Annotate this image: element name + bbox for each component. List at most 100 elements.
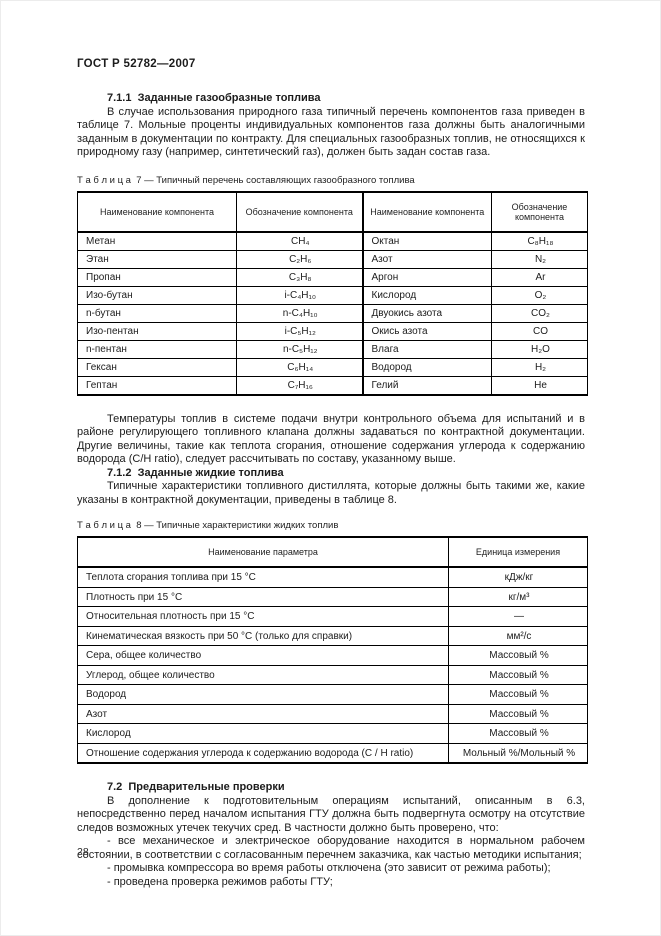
- component-name-cell: Изо-бутан: [77, 285, 237, 305]
- component-symbol-cell: C₈H₁₈: [491, 231, 588, 251]
- component-name-cell: Гелий: [362, 375, 492, 395]
- component-name-cell: Окись азота: [362, 321, 492, 341]
- table7-row: n-пентан n-C₅H₁₂ Влага H₂O: [77, 339, 588, 359]
- component-symbol-cell: CO₂: [491, 303, 588, 323]
- checklist-item: - промывка компрессора во время работы о…: [107, 862, 551, 874]
- table8-row: Отношение содержания углерода к содержан…: [77, 742, 588, 764]
- component-name-cell: Азот: [362, 249, 492, 269]
- component-name-cell: n-бутан: [77, 303, 237, 323]
- component-name-cell: Кислород: [362, 285, 492, 305]
- checklist-item: - все механическое и электрическое обору…: [77, 835, 585, 861]
- page-number: 28: [77, 846, 89, 858]
- unit-cell: мм²/с: [448, 625, 588, 646]
- component-name-cell: Аргон: [362, 267, 492, 287]
- unit-cell: Мольный %/Мольный %: [448, 742, 588, 764]
- table7-row: Гептан C₇H₁₆ Гелий He: [77, 375, 588, 395]
- component-symbol-cell: CO: [491, 321, 588, 341]
- unit-cell: Массовый %: [448, 723, 588, 744]
- table8-row: Кислород Массовый %: [77, 723, 588, 744]
- section-712-heading: 7.1.2 Заданные жидкие топлива: [107, 466, 284, 479]
- parameter-name-cell: Относительная плотность при 15 °C: [77, 606, 449, 627]
- table7-col-header-symbol-left: Обозначение компонента: [236, 191, 364, 233]
- table7-row: Этан C₂H₆ Азот N₂: [77, 249, 588, 269]
- unit-cell: Массовый %: [448, 703, 588, 724]
- section-712-paragraph: Типичные характеристики топливного дисти…: [77, 480, 585, 506]
- table8-row: Азот Массовый %: [77, 703, 588, 724]
- table7-col-header-symbol-right: Обозначение компонента: [491, 191, 588, 233]
- unit-cell: Массовый %: [448, 645, 588, 666]
- unit-cell: —: [448, 606, 588, 627]
- table8-liquid-fuel-characteristics: Наименование параметра Единица измерения…: [77, 536, 588, 764]
- component-symbol-cell: H₂O: [491, 339, 588, 359]
- section-72-paragraph: В дополнение к подготовительным операция…: [77, 794, 585, 834]
- component-symbol-cell: i-C₄H₁₀: [236, 285, 364, 305]
- table7-row: Пропан C₃H₈ Аргон Ar: [77, 267, 588, 287]
- table7-row: n-бутан n-C₄H₁₀ Двуокись азота CO₂: [77, 303, 588, 323]
- component-name-cell: Двуокись азота: [362, 303, 492, 323]
- table7-row: Изо-бутан i-C₄H₁₀ Кислород O₂: [77, 285, 588, 305]
- table8-col-header-unit: Единица измерения: [448, 536, 588, 568]
- component-symbol-cell: C₆H₁₄: [236, 357, 364, 377]
- table8-row: Кинематическая вязкость при 50 °C (тольк…: [77, 625, 588, 646]
- unit-cell: Массовый %: [448, 684, 588, 705]
- parameter-name-cell: Плотность при 15 °C: [77, 586, 449, 607]
- component-name-cell: Водород: [362, 357, 492, 377]
- table7-caption: Т а б л и ц а 7 — Типичный перечень сост…: [77, 174, 415, 186]
- table7-row: Изо-пентан i-C₅H₁₂ Окись азота CO: [77, 321, 588, 341]
- component-name-cell: Октан: [362, 231, 492, 251]
- parameter-name-cell: Теплота сгорания топлива при 15 °C: [77, 566, 449, 588]
- component-name-cell: Влага: [362, 339, 492, 359]
- unit-cell: кг/м³: [448, 586, 588, 607]
- component-symbol-cell: Ar: [491, 267, 588, 287]
- table7-gas-components: Наименование компонента Обозначение комп…: [77, 190, 588, 396]
- table8-caption: Т а б л и ц а 8 — Типичные характеристик…: [77, 520, 339, 531]
- table8-row: Плотность при 15 °C кг/м³: [77, 586, 588, 607]
- component-symbol-cell: C₇H₁₆: [236, 375, 364, 395]
- component-symbol-cell: n-C₄H₁₀: [236, 303, 364, 323]
- section-711-paragraph: В случае использования природного газа т…: [77, 105, 585, 159]
- table7-row: Гексан C₆H₁₄ Водород H₂: [77, 357, 588, 377]
- fuel-temperature-paragraph: Температуры топлив в системе подачи внут…: [77, 412, 585, 466]
- component-symbol-cell: He: [491, 375, 588, 395]
- component-name-cell: n-пентан: [77, 339, 237, 359]
- table8-row: Углерод, общее количество Массовый %: [77, 664, 588, 685]
- component-name-cell: Метан: [77, 231, 237, 251]
- component-symbol-cell: CH₄: [236, 231, 364, 251]
- parameter-name-cell: Отношение содержания углерода к содержан…: [77, 742, 449, 764]
- table8-row: Относительная плотность при 15 °C —: [77, 606, 588, 627]
- section-72-heading: 7.2 Предварительные проверки: [107, 781, 285, 793]
- table7-header-row: Наименование компонента Обозначение комп…: [77, 191, 588, 233]
- component-name-cell: Гексан: [77, 357, 237, 377]
- parameter-name-cell: Углерод, общее количество: [77, 664, 449, 685]
- component-symbol-cell: n-C₅H₁₂: [236, 339, 364, 359]
- table7-col-header-name-left: Наименование компонента: [77, 191, 237, 233]
- table7-col-header-name-right: Наименование компонента: [362, 191, 492, 233]
- component-symbol-cell: O₂: [491, 285, 588, 305]
- parameter-name-cell: Азот: [77, 703, 449, 724]
- component-symbol-cell: i-C₅H₁₂: [236, 321, 364, 341]
- table8-row: Теплота сгорания топлива при 15 °C кДж/к…: [77, 566, 588, 588]
- component-symbol-cell: N₂: [491, 249, 588, 269]
- component-symbol-cell: C₃H₈: [236, 267, 364, 287]
- parameter-name-cell: Кислород: [77, 723, 449, 744]
- section-72-checklist: - все механическое и электрическое обору…: [77, 835, 585, 889]
- parameter-name-cell: Кинематическая вязкость при 50 °C (тольк…: [77, 625, 449, 646]
- component-name-cell: Гептан: [77, 375, 237, 395]
- table8-row: Водород Массовый %: [77, 684, 588, 705]
- component-symbol-cell: H₂: [491, 357, 588, 377]
- component-symbol-cell: C₂H₆: [236, 249, 364, 269]
- checklist-item: - проведена проверка режимов работы ГТУ;: [107, 875, 333, 888]
- component-name-cell: Изо-пентан: [77, 321, 237, 341]
- table8-col-header-parameter: Наименование параметра: [77, 536, 449, 568]
- unit-cell: Массовый %: [448, 664, 588, 685]
- parameter-name-cell: Сера, общее количество: [77, 645, 449, 666]
- parameter-name-cell: Водород: [77, 684, 449, 705]
- table8-row: Сера, общее количество Массовый %: [77, 645, 588, 666]
- table8-header-row: Наименование параметра Единица измерения: [77, 536, 588, 568]
- component-name-cell: Пропан: [77, 267, 237, 287]
- document-code: ГОСТ Р 52782—2007: [77, 58, 196, 70]
- component-name-cell: Этан: [77, 249, 237, 269]
- section-711-heading: 7.1.1 Заданные газообразные топлива: [107, 92, 321, 104]
- table7-row: Метан CH₄ Октан C₈H₁₈: [77, 231, 588, 251]
